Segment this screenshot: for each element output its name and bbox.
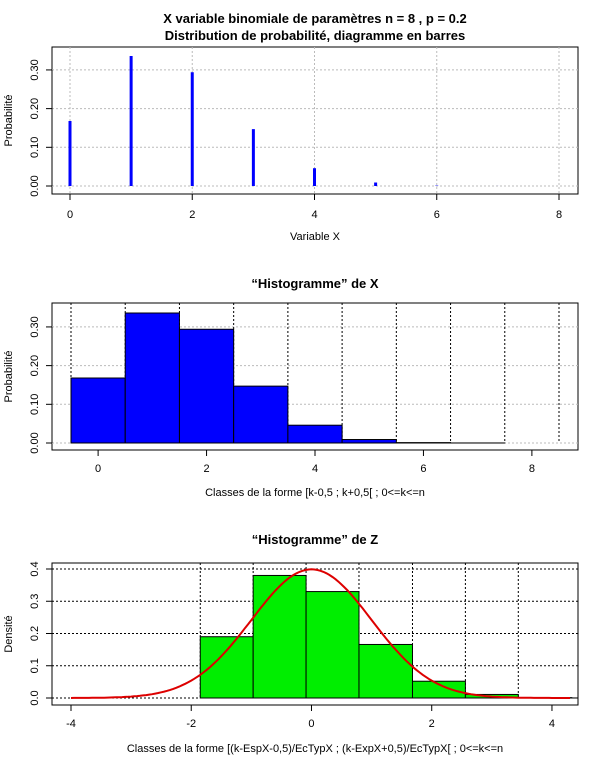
- x-tick-label: 4: [549, 718, 555, 730]
- chart-title: “Histogramme” de X: [251, 276, 378, 291]
- histogram-bar: [411, 680, 466, 699]
- y-tick-label: 0.4: [29, 561, 41, 576]
- x-tick-label: 0: [67, 209, 73, 221]
- histogram-bar: [70, 377, 126, 444]
- chart-title: “Histogramme” de Z: [252, 532, 378, 547]
- y-tick-label: 0.30: [29, 316, 41, 337]
- chart-title-line: X variable binomiale de paramètres n = 8…: [163, 11, 466, 26]
- x-axis-label: Variable X: [290, 231, 341, 243]
- histogram-bar: [287, 424, 343, 444]
- histogram-bar: [252, 574, 307, 699]
- x-axis-label: Classes de la forme [(k-EspX-0,5)/EcTypX…: [127, 743, 503, 755]
- y-tick-label: 0.0: [29, 690, 41, 705]
- y-tick-label: 0.00: [29, 175, 41, 196]
- x-tick-label: 6: [434, 209, 440, 221]
- y-tick-label: 0.10: [29, 137, 41, 158]
- x-axis-label: Classes de la forme [k-0,5 ; k+0,5[ ; 0<…: [205, 487, 425, 499]
- x-tick-label: 0: [95, 463, 101, 475]
- x-tick-label: 8: [556, 209, 562, 221]
- y-tick-label: 0.20: [29, 355, 41, 376]
- y-tick-label: 0.30: [29, 59, 41, 80]
- y-axis-label: Densité: [3, 615, 15, 652]
- x-tick-label: -2: [186, 718, 196, 730]
- chart-title-line: Distribution de probabilité, diagramme e…: [165, 28, 466, 43]
- y-tick-label: 0.1: [29, 658, 41, 673]
- x-tick-label: 4: [311, 209, 317, 221]
- histogram-bar: [305, 591, 360, 699]
- y-tick-label: 0.20: [29, 98, 41, 119]
- histogram-bar: [178, 328, 235, 444]
- histogram-bar: [358, 643, 413, 699]
- y-tick-label: 0.2: [29, 626, 41, 641]
- histogram-bar: [341, 439, 397, 444]
- y-axis-label: Probabilité: [3, 351, 15, 403]
- x-tick-label: -4: [66, 718, 76, 730]
- x-tick-label: 4: [312, 463, 318, 475]
- histogram-bar: [233, 385, 289, 444]
- y-axis-label: Probabilité: [3, 95, 15, 147]
- y-tick-label: 0.3: [29, 594, 41, 609]
- x-tick-label: 2: [189, 209, 195, 221]
- x-tick-label: 6: [420, 463, 426, 475]
- x-tick-label: 2: [203, 463, 209, 475]
- normal-density-curve: [70, 568, 570, 699]
- y-tick-label: 0.10: [29, 394, 41, 415]
- x-tick-label: 8: [529, 463, 535, 475]
- x-tick-label: 2: [429, 718, 435, 730]
- y-tick-label: 0.00: [29, 432, 41, 453]
- x-tick-label: 0: [308, 718, 314, 730]
- histogram-bar: [124, 312, 180, 444]
